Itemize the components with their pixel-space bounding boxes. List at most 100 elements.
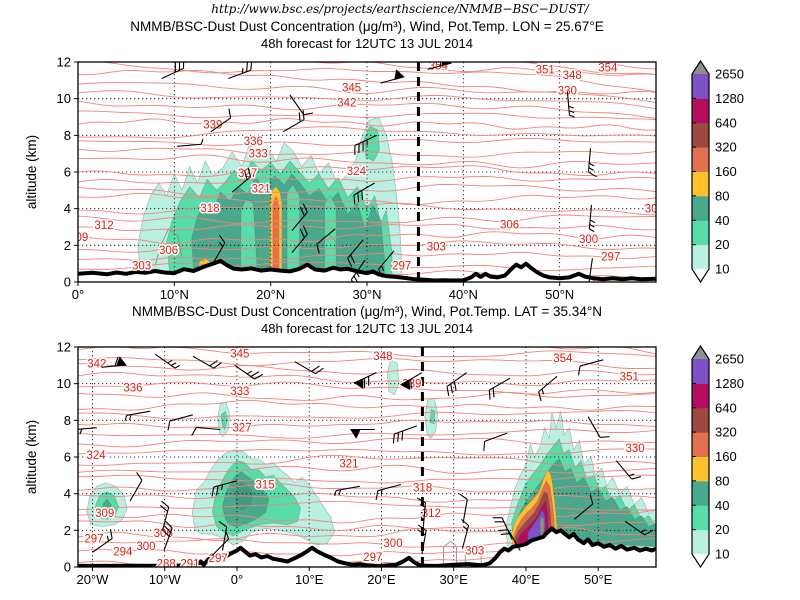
svg-text:324: 324	[86, 450, 106, 462]
y-tick-label: 6	[64, 450, 71, 465]
svg-text:345: 345	[230, 348, 249, 360]
axes: 0° 10°N 20°N 30°N 40°N 50°N 0 2 4 6 8 10 12 altitude …	[24, 55, 657, 302]
gridlines	[78, 62, 656, 282]
y-tick-label: 8	[64, 413, 71, 428]
svg-text:354: 354	[598, 63, 618, 75]
svg-text:30: 30	[645, 204, 658, 216]
svg-text:297: 297	[84, 534, 103, 546]
svg-text:297: 297	[392, 261, 411, 273]
y-tick-label: 12	[57, 55, 71, 70]
terrain	[78, 526, 656, 567]
colorbar-tick-label: 640	[715, 400, 737, 415]
x-tick-label: 40°N	[449, 287, 478, 302]
colorbar-tick-label: 1280	[715, 376, 744, 391]
colorbar-tick-label: 320	[715, 140, 737, 155]
svg-text:345: 345	[342, 83, 361, 95]
x-tick-label: 10°N	[160, 287, 189, 302]
y-tick-label: 4	[64, 486, 71, 501]
colorbar-tick-label: 20	[715, 237, 729, 252]
colorbar-tick-label: 20	[715, 522, 729, 537]
svg-text:336: 336	[244, 136, 263, 148]
axes: 20°W 10°W 0° 10°E 20°E 30°E 40°E 50°E 0 2 4 6 8 10 12 a…	[24, 340, 657, 587]
svg-text:312: 312	[422, 508, 441, 520]
svg-text:318: 318	[200, 203, 219, 215]
y-tick-label: 2	[64, 238, 71, 253]
svg-text:300: 300	[136, 541, 155, 553]
dust-plume	[511, 469, 558, 550]
svg-text:309: 309	[95, 508, 114, 520]
svg-text:348: 348	[373, 351, 392, 363]
colorbar-tick-label: 40	[715, 498, 729, 513]
svg-text:303: 303	[465, 546, 484, 558]
svg-text:339: 339	[203, 119, 222, 131]
y-tick-label: 6	[64, 165, 71, 180]
x-tick-label: 20°E	[367, 572, 396, 587]
panel2-subtitle: 48h forecast for 12UTC 13 JUL 2014	[261, 321, 473, 336]
panel1-subtitle: 48h forecast for 12UTC 13 JUL 2014	[261, 36, 473, 51]
svg-text:297: 297	[363, 552, 382, 564]
colorbar-tick-label: 2650	[715, 352, 744, 367]
svg-text:291: 291	[180, 558, 199, 570]
wind-barbs	[161, 62, 597, 282]
y-tick-label: 2	[64, 523, 71, 538]
svg-text:306: 306	[500, 219, 519, 231]
svg-text:342: 342	[87, 359, 106, 371]
svg-text:342: 342	[337, 97, 356, 109]
x-tick-label: 0°	[72, 287, 84, 302]
colorbar-tick-label: 40	[715, 213, 729, 228]
y-tick-label: 0	[64, 275, 71, 290]
x-tick-label: 20°W	[76, 572, 109, 587]
svg-text:312: 312	[94, 220, 113, 232]
svg-text:336: 336	[123, 382, 142, 394]
svg-text:351: 351	[620, 371, 639, 383]
colorbar-0: 10 20 40 80 160 320 640 1280 2650	[691, 59, 744, 284]
svg-text:288: 288	[157, 558, 176, 570]
x-tick-label: 30°N	[352, 287, 381, 302]
colorbar-tick-label: 640	[715, 115, 737, 130]
svg-text:321: 321	[251, 184, 270, 196]
x-tick-label: 50°E	[584, 572, 613, 587]
svg-text:351: 351	[536, 64, 555, 76]
svg-text:327: 327	[238, 168, 257, 180]
svg-text:330: 330	[625, 443, 644, 455]
svg-text:297: 297	[601, 251, 620, 263]
svg-text:300: 300	[383, 538, 402, 550]
y-tick-label: 4	[64, 201, 71, 216]
x-tick-label: 50°N	[545, 287, 574, 302]
panel2-title: NMMB/BSC-Dust Dust Concentration (μg/m³)…	[132, 304, 602, 319]
svg-text:321: 321	[339, 458, 358, 470]
x-tick-label: 20°N	[256, 287, 285, 302]
svg-text:348: 348	[563, 70, 582, 82]
svg-text:333: 333	[230, 386, 249, 398]
colorbar-tick-label: 10	[715, 547, 729, 562]
colorbar-tick-label: 80	[715, 473, 729, 488]
x-tick-label: 0°	[231, 572, 243, 587]
x-tick-label: 30°E	[440, 572, 469, 587]
colorbar-tick-label: 160	[715, 164, 737, 179]
wind-barbs	[78, 353, 654, 557]
colorbar-tick-label: 10	[715, 262, 729, 277]
svg-text:324: 324	[347, 166, 367, 178]
svg-text:300: 300	[579, 234, 598, 246]
source-url: http://www.bsc.es/projects/earthscience/…	[211, 2, 589, 16]
colorbar-tick-label: 160	[715, 449, 737, 464]
svg-text:306: 306	[159, 245, 178, 257]
colorbar-1: 10 20 40 80 160 320 640 1280 2650	[691, 344, 744, 569]
panel1-title: NMMB/BSC-Dust Dust Concentration (μg/m³)…	[130, 19, 604, 34]
y-tick-label: 8	[64, 128, 71, 143]
y-tick-label: 12	[57, 340, 71, 355]
svg-text:315: 315	[256, 480, 275, 492]
svg-text:318: 318	[413, 482, 432, 494]
y-axis-label: altitude (km)	[24, 135, 39, 209]
colorbar-tick-label: 1280	[715, 91, 744, 106]
y-axis-label: altitude (km)	[24, 420, 39, 494]
terrain	[78, 258, 656, 282]
y-tick-label: 10	[57, 376, 71, 391]
svg-text:333: 333	[249, 149, 268, 161]
